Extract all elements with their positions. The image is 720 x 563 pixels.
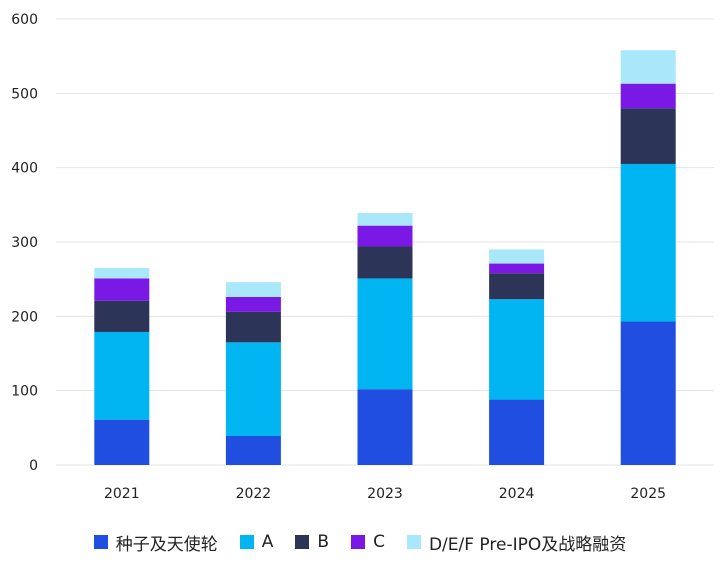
bar-segment-2025-series-3 <box>620 83 676 109</box>
x-tick-label: 2025 <box>630 486 666 502</box>
legend-label: B <box>317 532 330 552</box>
y-tick-label: 500 <box>11 86 38 102</box>
bar-segment-2024-series-1 <box>489 299 545 400</box>
legend-label: D/E/F Pre-IPO及战略融资 <box>428 534 627 555</box>
bar-segment-2023-series-1 <box>357 278 413 390</box>
y-tick-label: 100 <box>11 384 38 400</box>
bar-segment-2021-series-3 <box>94 278 150 301</box>
legend-item: C <box>351 532 385 552</box>
y-tick-label: 400 <box>11 161 38 177</box>
bar-segment-2025-series-1 <box>620 163 676 322</box>
bar-segment-2022-series-4 <box>225 282 281 298</box>
y-tick-label: 200 <box>11 309 38 325</box>
legend-item: D/E/F Pre-IPO及战略融资 <box>406 530 627 555</box>
bar-segment-2021-series-0 <box>94 419 150 465</box>
bar-segment-2024-series-3 <box>489 263 545 274</box>
bar-segment-2023-series-4 <box>357 213 413 226</box>
legend: 种子及天使轮 A B C D/E/F Pre-IPO及战略融资 <box>0 528 720 556</box>
legend-item: 种子及天使轮 <box>93 530 218 555</box>
y-tick-label: 300 <box>11 235 38 251</box>
y-axis-tick-labels: 0 100 200 300 400 500 600 <box>11 12 38 474</box>
bar-segment-2025-series-2 <box>620 108 676 164</box>
legend-swatch <box>93 535 108 549</box>
legend-label: C <box>373 532 385 552</box>
y-tick-label: 0 <box>29 458 38 474</box>
bar-segment-2024-series-0 <box>489 399 545 465</box>
legend-item: B <box>295 532 329 552</box>
bar-segment-2022-series-0 <box>225 436 281 465</box>
stacked-bar-chart: 0 100 200 300 400 500 600 2021 2022 2023 2024 2025 <box>11 12 714 502</box>
legend-label: A <box>261 532 274 552</box>
bar-segment-2022-series-2 <box>225 311 281 343</box>
bar-segment-2025-series-4 <box>620 50 676 84</box>
bar-segment-2022-series-3 <box>225 297 281 312</box>
bar-segment-2024-series-2 <box>489 273 545 300</box>
legend-swatch <box>351 535 366 549</box>
bar-segment-2025-series-0 <box>620 321 676 465</box>
bar-segment-2021-series-4 <box>94 268 150 279</box>
bar-segment-2021-series-1 <box>94 331 150 420</box>
y-tick-label: 600 <box>11 12 38 28</box>
x-tick-label: 2022 <box>236 486 272 502</box>
x-tick-label: 2023 <box>367 486 403 502</box>
x-tick-label: 2024 <box>499 486 535 502</box>
bars <box>94 50 676 465</box>
legend-label: 种子及天使轮 <box>115 534 218 555</box>
x-tick-label: 2021 <box>104 486 140 502</box>
bar-segment-2023-series-2 <box>357 246 413 279</box>
legend-item: A <box>239 532 274 552</box>
x-axis-tick-labels: 2021 2022 2023 2024 2025 <box>104 486 666 502</box>
bar-segment-2022-series-1 <box>225 342 281 437</box>
legend-swatch <box>239 535 254 549</box>
legend-swatch <box>295 535 310 549</box>
bar-segment-2024-series-4 <box>489 249 545 264</box>
bar-segment-2023-series-0 <box>357 389 413 465</box>
bar-segment-2021-series-2 <box>94 300 150 332</box>
bar-segment-2023-series-3 <box>357 225 413 247</box>
legend-swatch <box>406 535 421 549</box>
